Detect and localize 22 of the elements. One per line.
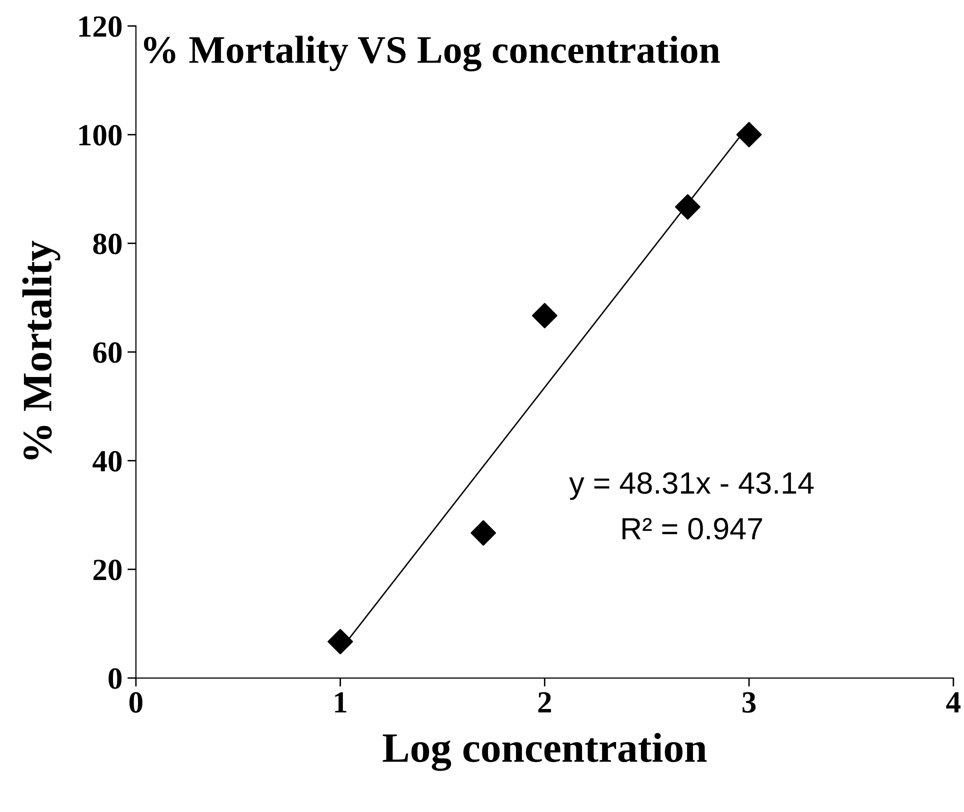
y-tick-label: 80 bbox=[93, 234, 122, 254]
point bbox=[532, 302, 558, 328]
point bbox=[470, 520, 496, 546]
y-tick-label: 100 bbox=[79, 124, 122, 146]
x-tick-label: 3 bbox=[742, 692, 756, 713]
chart-title: % Mortality VS Log concentration bbox=[144, 36, 720, 72]
x-tick-label: 2 bbox=[538, 692, 551, 712]
point bbox=[328, 628, 354, 654]
y-tick-label: 0 bbox=[108, 668, 122, 689]
y-tick-label: 20 bbox=[93, 560, 122, 580]
point bbox=[736, 122, 762, 148]
annotation: R² = 0.947 bbox=[622, 518, 762, 540]
x-tick-label: 1 bbox=[335, 692, 346, 712]
y-tick-label: 60 bbox=[93, 342, 122, 363]
x-axis-title: Log concentration bbox=[382, 732, 707, 771]
y-tick-label: 120 bbox=[79, 16, 122, 37]
y-tick-label: 40 bbox=[92, 450, 122, 472]
y-axis-title: % Mortality bbox=[22, 240, 60, 460]
annotation: y = 48.31x - 43.14 bbox=[569, 472, 814, 500]
x-tick-label: 0 bbox=[129, 692, 142, 713]
point bbox=[674, 194, 700, 220]
x-tick-label: 4 bbox=[946, 692, 960, 712]
